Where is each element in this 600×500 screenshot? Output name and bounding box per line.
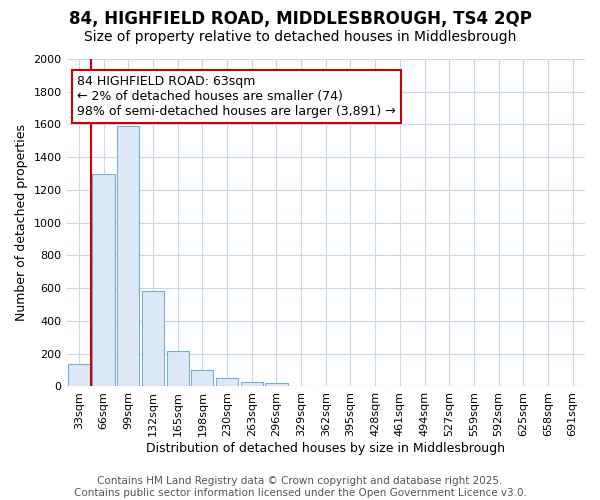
Y-axis label: Number of detached properties: Number of detached properties	[15, 124, 28, 321]
Bar	[142, 292, 164, 386]
Text: 84 HIGHFIELD ROAD: 63sqm
← 2% of detached houses are smaller (74)
98% of semi-de: 84 HIGHFIELD ROAD: 63sqm ← 2% of detache…	[77, 76, 395, 118]
Text: 84, HIGHFIELD ROAD, MIDDLESBROUGH, TS4 2QP: 84, HIGHFIELD ROAD, MIDDLESBROUGH, TS4 2…	[68, 10, 532, 28]
Bar	[241, 382, 263, 386]
Bar	[216, 378, 238, 386]
Bar	[117, 126, 139, 386]
X-axis label: Distribution of detached houses by size in Middlesbrough: Distribution of detached houses by size …	[146, 442, 505, 455]
Bar	[167, 352, 189, 386]
Bar	[68, 364, 90, 386]
Bar	[265, 383, 287, 386]
Bar	[191, 370, 214, 386]
Text: Size of property relative to detached houses in Middlesbrough: Size of property relative to detached ho…	[84, 30, 516, 44]
Bar	[92, 174, 115, 386]
Text: Contains HM Land Registry data © Crown copyright and database right 2025.
Contai: Contains HM Land Registry data © Crown c…	[74, 476, 526, 498]
